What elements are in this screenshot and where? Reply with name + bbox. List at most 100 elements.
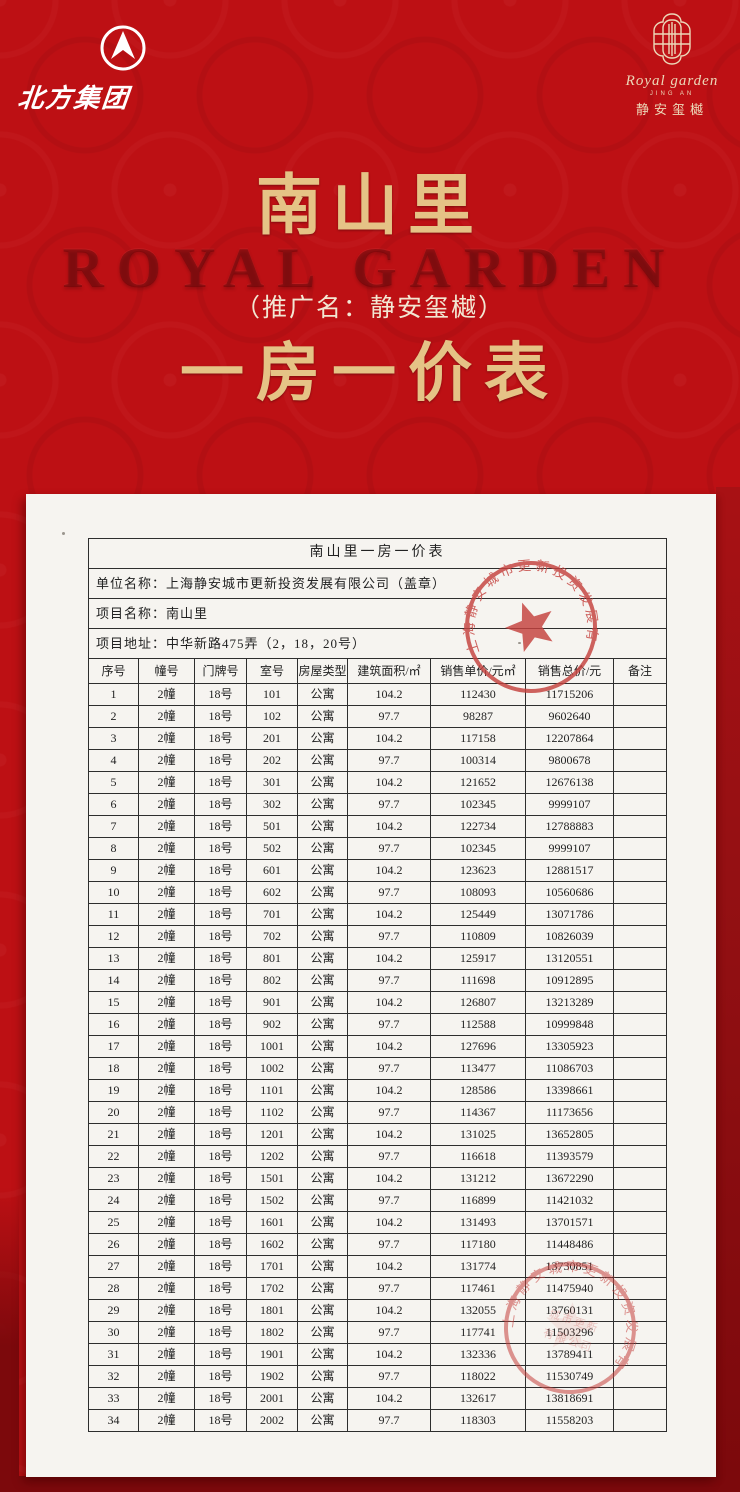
- table-cell: 18号: [194, 991, 247, 1014]
- table-cell: 10826039: [525, 925, 614, 948]
- table-cell: 33: [88, 1387, 139, 1410]
- table-cell: 98287: [430, 705, 526, 728]
- table-body: 1 2幢 18号 101 公寓 104.2 112430 11715206 2 2幢 18号 102 公…: [88, 683, 668, 1432]
- table-row: 30 2幢 18号 1802 公寓 97.7 117741 11503296: [88, 1321, 668, 1344]
- table-cell: 2幢: [138, 1189, 195, 1212]
- table-cell: 公寓: [297, 1189, 348, 1212]
- table-cell: 18号: [194, 1035, 247, 1058]
- table-cell: 102345: [430, 837, 526, 860]
- column-header: 室号: [246, 658, 298, 684]
- table-cell: 801: [246, 947, 298, 970]
- project-address: 项目地址：中华新路475弄（2，18，20号）: [87, 628, 668, 659]
- table-cell: 19: [88, 1079, 139, 1102]
- table-cell: 2幢: [138, 925, 195, 948]
- table-cell: 110809: [430, 925, 526, 948]
- table-cell: 104.2: [347, 815, 431, 838]
- table-cell: 3: [88, 727, 139, 750]
- table-cell: 11086703: [525, 1057, 614, 1080]
- document-area: 南山里一房一价表 单位名称：上海静安城市更新投资发展有限公司（盖章） 项目名称：…: [0, 487, 740, 1492]
- table-cell: 13789411: [525, 1343, 614, 1366]
- table-cell: 13730851: [525, 1255, 614, 1278]
- table-cell: [612, 881, 668, 904]
- table-cell: 132617: [430, 1387, 526, 1410]
- table-cell: 公寓: [297, 881, 348, 904]
- table-cell: 702: [246, 925, 298, 948]
- table-row: 31 2幢 18号 1901 公寓 104.2 132336 13789411: [88, 1343, 668, 1366]
- table-cell: 13305923: [525, 1035, 614, 1058]
- table-cell: 1201: [246, 1123, 298, 1146]
- table-cell: 公寓: [297, 1255, 348, 1278]
- table-header-row: 序号 幢号 门牌号 室号 房屋类型 建筑面积/㎡ 销售单价/元㎡ 销售总价/元 备注: [88, 658, 668, 684]
- table-row: 1 2幢 18号 101 公寓 104.2 112430 11715206: [88, 683, 668, 706]
- table-row: 19 2幢 18号 1101 公寓 104.2 128586 13398661: [88, 1079, 668, 1102]
- promo-name-line: （推广名：静安玺樾）: [234, 294, 505, 322]
- table-cell: 2幢: [138, 1409, 195, 1432]
- table-title-row: 南山里一房一价表: [87, 538, 668, 569]
- table-row: 28 2幢 18号 1702 公寓 97.7 117461 11475940: [88, 1277, 668, 1300]
- table-cell: 18号: [194, 815, 247, 838]
- price-table: 南山里一房一价表 单位名称：上海静安城市更新投资发展有限公司（盖章） 项目名称：…: [87, 538, 668, 1432]
- table-cell: [612, 837, 668, 860]
- table-cell: 18号: [194, 925, 247, 948]
- table-cell: 公寓: [297, 1079, 348, 1102]
- table-cell: 97.7: [347, 881, 431, 904]
- table-cell: 18号: [194, 1211, 247, 1234]
- table-cell: 123623: [430, 859, 526, 882]
- table-cell: 2001: [246, 1387, 298, 1410]
- royal-garden-tiny-label: JING AN: [649, 91, 695, 97]
- table-cell: [612, 683, 668, 706]
- table-cell: 102345: [430, 793, 526, 816]
- table-row: 14 2幢 18号 802 公寓 97.7 111698 10912895: [88, 969, 668, 992]
- table-cell: 18号: [194, 1409, 247, 1432]
- banner: 北方集团 Royal garden JING AN 静安玺樾 ROYAL GAR…: [0, 0, 740, 487]
- table-cell: 11421032: [525, 1189, 614, 1212]
- table-cell: [612, 1409, 668, 1432]
- table-row: 22 2幢 18号 1202 公寓 97.7 116618 11393579: [88, 1145, 668, 1168]
- table-cell: 117180: [430, 1233, 526, 1256]
- table-cell: 12881517: [525, 859, 614, 882]
- table-cell: 13760131: [525, 1299, 614, 1322]
- table-cell: 公寓: [297, 1167, 348, 1190]
- table-cell: [612, 1211, 668, 1234]
- table-cell: 97.7: [347, 749, 431, 772]
- table-row: 21 2幢 18号 1201 公寓 104.2 131025 13652805: [88, 1123, 668, 1146]
- table-cell: 18号: [194, 903, 247, 926]
- table-head-section: 南山里一房一价表 单位名称：上海静安城市更新投资发展有限公司（盖章） 项目名称：…: [87, 538, 668, 684]
- table-cell: 11503296: [525, 1321, 614, 1344]
- table-cell: 6: [88, 793, 139, 816]
- table-cell: 2幢: [138, 947, 195, 970]
- table-cell: 18号: [194, 683, 247, 706]
- table-cell: [612, 1035, 668, 1058]
- table-cell: 13652805: [525, 1123, 614, 1146]
- table-cell: 18号: [194, 1387, 247, 1410]
- table-cell: 9602640: [525, 705, 614, 728]
- table-cell: 104.2: [347, 903, 431, 926]
- table-cell: 18号: [194, 1057, 247, 1080]
- table-cell: 1702: [246, 1277, 298, 1300]
- table-cell: 10560686: [525, 881, 614, 904]
- table-cell: 10912895: [525, 969, 614, 992]
- table-cell: 公寓: [297, 1277, 348, 1300]
- table-cell: 9999107: [525, 837, 614, 860]
- table-row: 6 2幢 18号 302 公寓 97.7 102345 9999107: [88, 793, 668, 816]
- table-cell: 公寓: [297, 727, 348, 750]
- project-title: 南山里: [256, 170, 484, 243]
- table-cell: 10: [88, 881, 139, 904]
- table-cell: 18号: [194, 1167, 247, 1190]
- project-name-row: 项目名称：南山里: [87, 598, 668, 629]
- table-cell: [612, 749, 668, 772]
- table-cell: 2幢: [138, 1167, 195, 1190]
- table-cell: 116618: [430, 1145, 526, 1168]
- table-cell: 22: [88, 1145, 139, 1168]
- table-cell: [612, 925, 668, 948]
- table-title: 南山里一房一价表: [87, 538, 668, 569]
- table-cell: 公寓: [297, 991, 348, 1014]
- table-cell: 公寓: [297, 1299, 348, 1322]
- table-cell: 18号: [194, 727, 247, 750]
- table-cell: 97.7: [347, 1233, 431, 1256]
- table-cell: 20: [88, 1101, 139, 1124]
- table-cell: 13672290: [525, 1167, 614, 1190]
- table-cell: [612, 1321, 668, 1344]
- table-row: 34 2幢 18号 2002 公寓 97.7 118303 11558203: [88, 1409, 668, 1432]
